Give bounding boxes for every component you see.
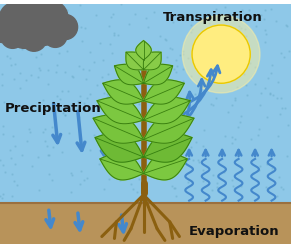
Circle shape: [0, 15, 16, 42]
Circle shape: [29, 16, 58, 45]
Polygon shape: [143, 52, 161, 70]
Circle shape: [44, 24, 67, 47]
Polygon shape: [143, 132, 192, 162]
Polygon shape: [143, 80, 184, 104]
Polygon shape: [143, 64, 172, 85]
Polygon shape: [126, 52, 144, 70]
Polygon shape: [115, 64, 143, 85]
Text: Precipitation: Precipitation: [5, 102, 102, 115]
Text: Evaporation: Evaporation: [189, 225, 280, 238]
Bar: [0, 4, 291, 207]
Circle shape: [52, 14, 78, 40]
Circle shape: [0, 2, 34, 37]
Polygon shape: [100, 153, 143, 180]
Circle shape: [9, 17, 40, 48]
Text: Transpiration: Transpiration: [163, 11, 263, 24]
Bar: [0, 203, 291, 244]
Circle shape: [13, 0, 55, 33]
Circle shape: [182, 15, 260, 93]
Polygon shape: [143, 97, 190, 124]
Polygon shape: [93, 115, 143, 143]
Circle shape: [1, 25, 24, 48]
Polygon shape: [143, 115, 194, 143]
Circle shape: [192, 25, 250, 83]
Polygon shape: [143, 153, 187, 180]
Circle shape: [35, 1, 68, 34]
Polygon shape: [95, 132, 143, 162]
Polygon shape: [97, 97, 143, 124]
Polygon shape: [103, 80, 143, 104]
Polygon shape: [136, 41, 151, 60]
Circle shape: [21, 26, 46, 51]
